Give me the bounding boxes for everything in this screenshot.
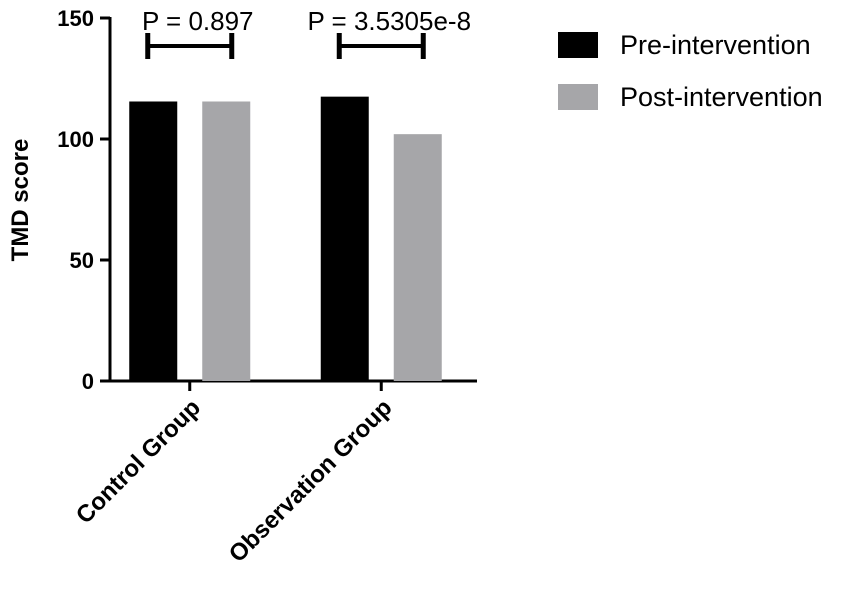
y-ticks: 0 50 100 150 xyxy=(57,6,110,394)
y-tick-label: 0 xyxy=(82,369,94,394)
x-category-label: Observation Group xyxy=(224,394,398,568)
y-axis-title: TMD score xyxy=(7,139,34,262)
bar-pre-intervention-control-group xyxy=(129,101,178,382)
bar-post-intervention-control-group xyxy=(202,101,251,382)
legend-label: Pre-intervention xyxy=(620,30,811,60)
x-category-label: Control Group xyxy=(71,394,206,529)
x-category-labels: Control Group Observation Group xyxy=(71,394,398,568)
legend: Pre-intervention Post-intervention xyxy=(558,30,823,112)
y-axis: TMD score xyxy=(7,17,112,382)
legend-swatch xyxy=(558,32,598,58)
y-tick-label: 150 xyxy=(57,6,94,31)
y-tick-label: 50 xyxy=(70,248,94,273)
legend-label: Post-intervention xyxy=(620,82,823,112)
y-tick-label: 100 xyxy=(57,127,94,152)
bars xyxy=(129,96,442,391)
p-value-label: P = 3.5305e-8 xyxy=(307,6,471,36)
legend-swatch xyxy=(558,84,598,110)
p-value-label: P = 0.897 xyxy=(142,6,254,36)
bar-pre-intervention-observation-group xyxy=(320,96,369,382)
bar-post-intervention-observation-group xyxy=(393,134,442,381)
significance-annotations: P = 0.897 P = 3.5305e-8 xyxy=(142,6,471,59)
